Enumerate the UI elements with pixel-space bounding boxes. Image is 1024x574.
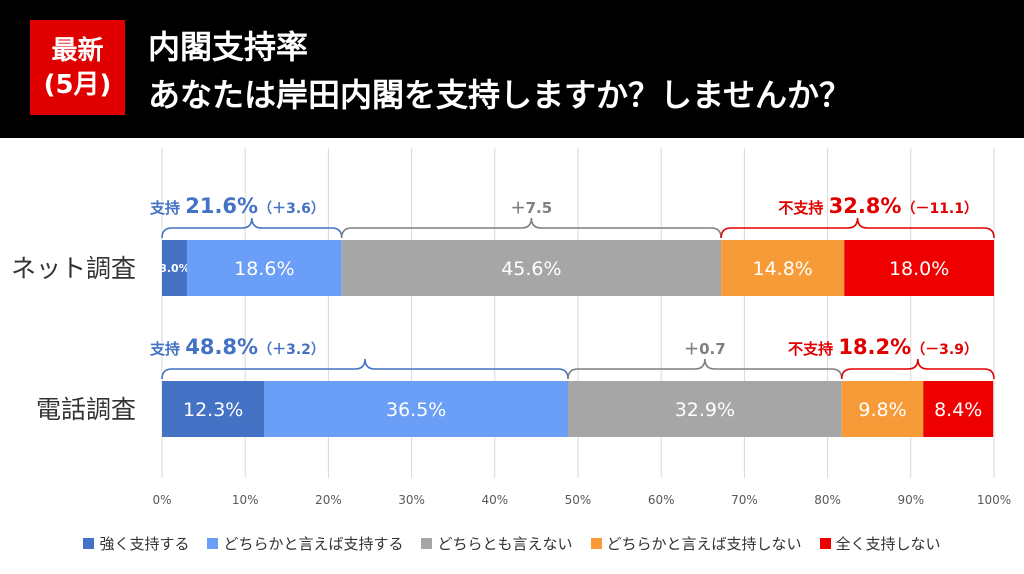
legend-swatch [207,537,219,549]
page-title: 内閣支持率 [148,28,309,66]
x-tick-label: 40% [481,493,508,507]
chart-legend: 強く支持する どちらかと言えば支持する どちらとも言えない どちらかと言えば支持しない… [0,530,1024,556]
legend-label: どちらかと言えば支持しない [606,534,802,553]
bar-segment [844,240,994,296]
legend-label: 全く支持しない [835,534,941,553]
bracket [161,358,569,380]
x-tick-label: 90% [897,493,924,507]
legend-swatch [421,537,433,549]
legend-label: どちらとも言えない [437,534,573,553]
data-label: 14.8% [752,258,812,280]
bar-segment [341,240,722,296]
badge-line-1: 最新 [51,35,104,66]
x-tick-label: 80% [814,493,841,507]
bracket [720,217,995,239]
header-bar: 最新 (5月) 内閣支持率 あなたは岸田内閣を支持しますか？しませんか？ [0,0,1024,138]
legend-item: どちらとも言えない [421,533,573,554]
x-tick-label: 50% [565,493,592,507]
bracket [161,217,343,239]
x-tick-label: 0% [152,493,171,507]
bar-segment [186,240,342,296]
legend-item: 強く支持する [83,533,189,554]
legend-label: どちらかと言えば支持する [223,534,404,553]
data-label: 9.8% [858,399,906,421]
support-annotation: 支持 21.6%（＋3.6） [149,194,325,218]
x-tick-label: 10% [232,493,259,507]
legend-swatch [590,537,602,549]
x-tick-label: 70% [731,493,758,507]
data-label: 45.6% [501,258,561,280]
data-label: 18.0% [889,258,949,280]
data-label: 32.9% [675,399,735,421]
stacked-bar-chart: 0% 10% 20% 30% 40% 50% 60% 70% 80% 90% 100% ネット調査 3.… [11,148,1011,507]
bracket [567,358,843,380]
neutral-annotation: ＋0.7 [684,340,726,358]
bar-segment [162,381,265,437]
bar-segment [721,240,845,296]
x-tick-label: 20% [315,493,342,507]
bracket [340,217,722,239]
legend-swatch [819,537,831,549]
bar-segment [162,240,187,296]
data-label: 3.0% [159,262,190,275]
oppose-annotation: 不支持 32.8%（－11.1） [778,194,978,218]
data-label: 18.6% [234,258,294,280]
bar-segment [568,381,842,437]
data-label: 12.3% [183,399,243,421]
bar-segment [264,381,569,437]
bar-segment [923,381,994,437]
legend-item: どちらかと言えば支持する [207,533,403,554]
bracket [840,358,995,380]
oppose-annotation: 不支持 18.2%（－3.9） [788,335,978,359]
x-tick-label: 60% [648,493,675,507]
x-tick-label: 30% [398,493,425,507]
legend-item: どちらかと言えば支持しない [590,533,802,554]
data-label: 8.4% [934,399,982,421]
category-label: ネット調査 [11,254,136,283]
support-annotation: 支持 48.8%（＋3.2） [149,335,325,359]
neutral-annotation: ＋7.5 [511,199,553,217]
latest-badge: 最新 (5月) [30,20,125,115]
legend-item: 全く支持しない [819,533,941,554]
legend-label: 強く支持する [99,534,190,553]
legend-swatch [83,537,95,549]
page-subtitle: あなたは岸田内閣を支持しますか？しませんか？ [148,76,852,114]
data-label: 36.5% [386,399,446,421]
bar-segment [841,381,924,437]
badge-line-2: (5月) [43,69,112,100]
category-label: 電話調査 [36,395,136,424]
x-tick-label: 100% [977,493,1011,507]
